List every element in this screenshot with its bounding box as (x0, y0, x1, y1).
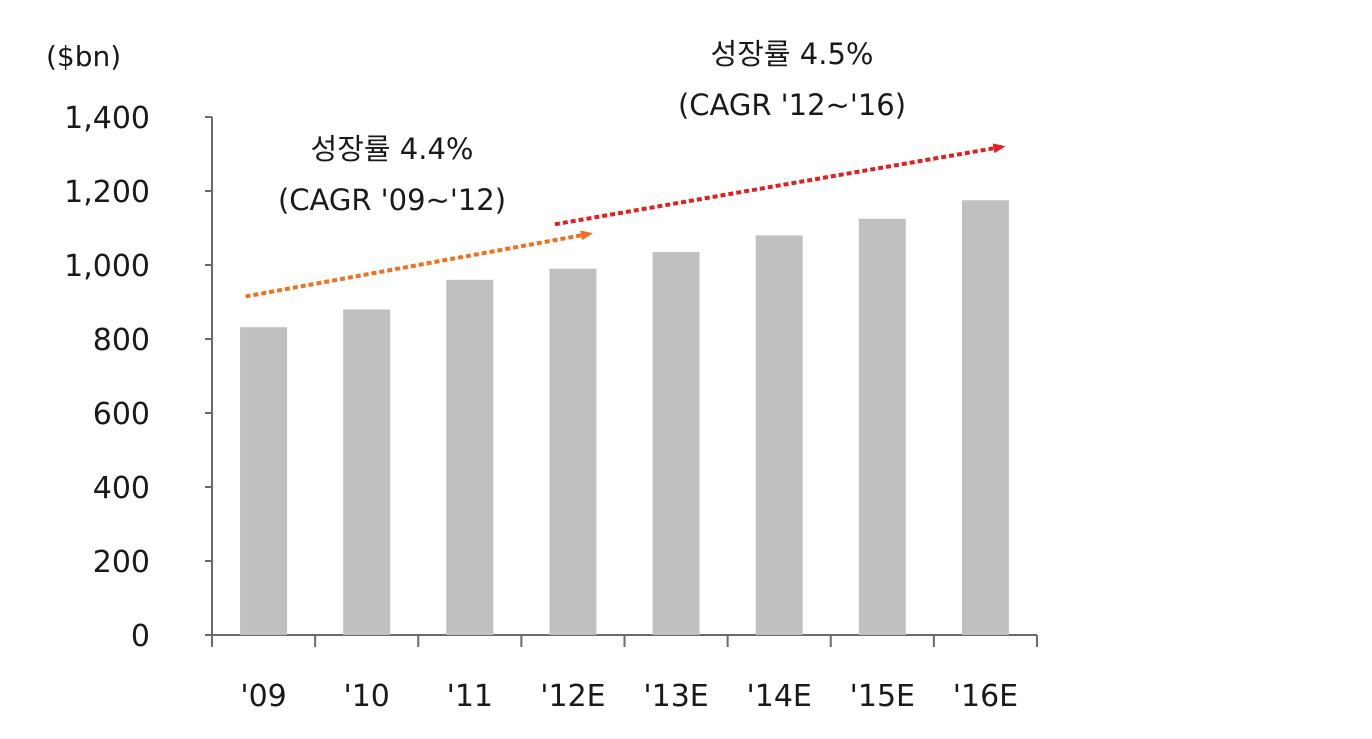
y-tick-label: 1,400 (64, 101, 150, 136)
x-tick-label: '09 (240, 679, 286, 714)
x-tick-label: '12E (540, 679, 605, 714)
y-tick-label: 600 (93, 397, 150, 432)
cagr-arrow-1 (245, 230, 593, 299)
x-axis: '09 '10 '11 '12E '13E '14E '15E '16E (211, 634, 1038, 714)
bar-15E (858, 218, 906, 635)
annotation-1-rate: 성장률 4.4% (311, 132, 474, 166)
bar-16E (961, 200, 1009, 635)
x-tick-label: '15E (850, 679, 915, 714)
annotation-2: 성장률 4.5% (CAGR '12~'16) (678, 37, 906, 122)
bar-14E (755, 235, 803, 635)
y-tick-label: 800 (93, 323, 150, 358)
y-tick-label: 1,000 (64, 249, 150, 284)
bar-13E (652, 252, 700, 636)
y-tick-label: 0 (131, 619, 150, 654)
annotation-1-period: (CAGR '09~'12) (278, 183, 506, 217)
bars (240, 200, 1009, 636)
x-tick-label: '13E (643, 679, 708, 714)
bar-12E (549, 268, 597, 635)
annotation-2-period: (CAGR '12~'16) (678, 88, 906, 122)
bar-10 (343, 309, 391, 635)
cagr-arrow-2 (554, 143, 1006, 227)
y-tick-label: 1,200 (64, 175, 150, 210)
x-tick-label: '10 (343, 679, 389, 714)
y-axis: 0 200 400 600 800 1,000 1,200 1,400 (64, 101, 213, 654)
x-tick-label: '14E (746, 679, 811, 714)
annotation-1: 성장률 4.4% (CAGR '09~'12) (278, 132, 506, 217)
x-tick-label: '16E (953, 679, 1018, 714)
y-tick-label: 200 (93, 545, 150, 580)
bar-11 (446, 279, 494, 635)
bar-09 (240, 327, 288, 635)
unit-label: ($bn) (46, 40, 121, 73)
y-tick-label: 400 (93, 471, 150, 506)
annotation-2-rate: 성장률 4.5% (711, 37, 874, 71)
x-tick-label: '11 (447, 679, 493, 714)
annotations: 성장률 4.4% (CAGR '09~'12) 성장률 4.5% (CAGR '… (245, 37, 1006, 299)
